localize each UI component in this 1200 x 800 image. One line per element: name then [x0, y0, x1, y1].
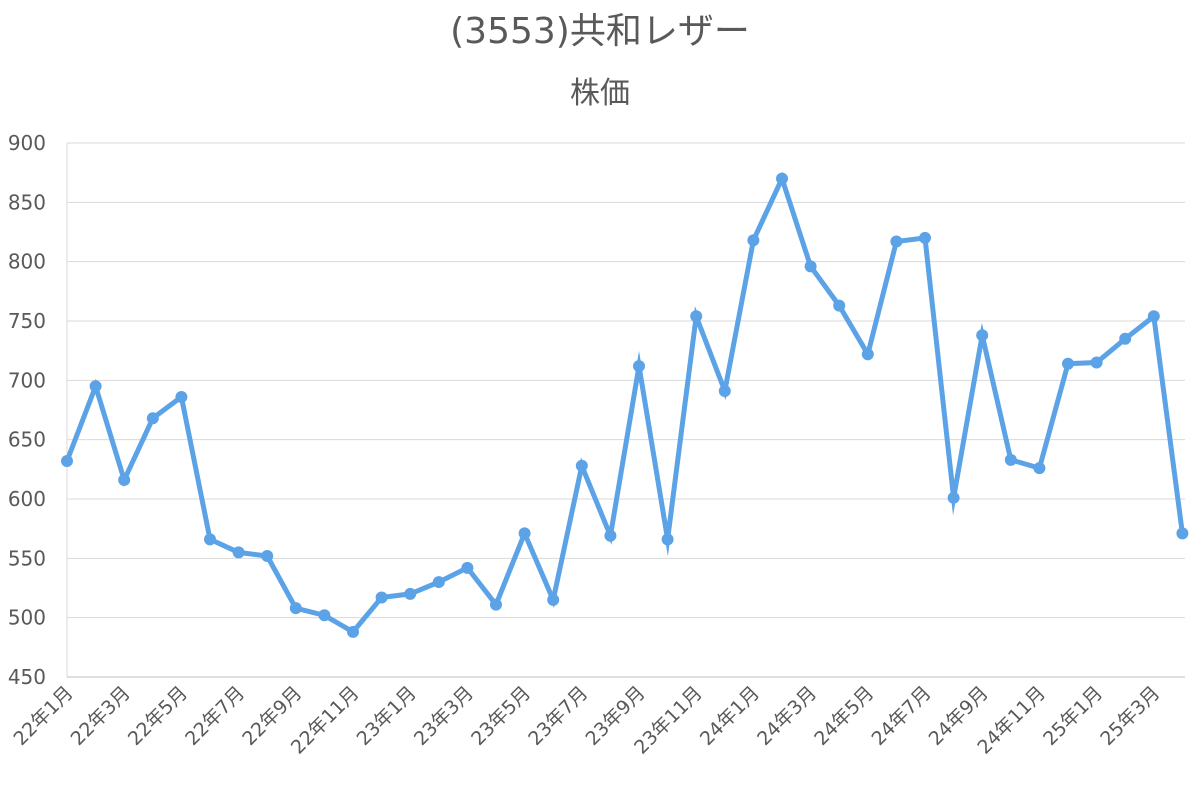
data-point	[633, 360, 645, 373]
series-line	[64, 171, 1185, 636]
x-tick-label: 22年7月	[181, 682, 249, 750]
y-tick-label: 700	[8, 368, 46, 392]
data-point	[204, 533, 216, 546]
data-point	[1062, 357, 1074, 370]
data-point	[547, 593, 560, 606]
x-tick-label: 22年5月	[124, 682, 192, 750]
data-point	[1147, 310, 1160, 323]
data-point	[690, 310, 703, 323]
data-point	[289, 602, 302, 615]
y-tick-label: 800	[8, 250, 46, 274]
data-point	[604, 529, 617, 542]
data-point	[404, 587, 417, 600]
x-tick-label: 25年1月	[1039, 682, 1107, 750]
data-point	[947, 491, 960, 504]
y-tick-label: 900	[8, 131, 46, 155]
data-point	[146, 412, 159, 425]
x-tick-label: 25年3月	[1096, 682, 1164, 750]
data-point	[490, 598, 502, 611]
data-point	[1176, 527, 1189, 540]
data-point	[89, 380, 102, 393]
data-point	[976, 329, 989, 342]
data-point	[461, 561, 474, 574]
data-point	[776, 172, 788, 185]
data-point	[518, 527, 531, 540]
data-point	[347, 625, 359, 638]
price-series	[61, 171, 1189, 638]
x-tick-label: 24年3月	[753, 682, 821, 750]
data-point	[375, 591, 388, 604]
data-point	[804, 260, 817, 273]
gridlines	[66, 142, 1185, 678]
data-point	[432, 576, 445, 589]
data-point	[1119, 332, 1132, 345]
data-point	[232, 546, 245, 559]
chart-subtitle: 株価	[570, 76, 630, 111]
data-point	[261, 549, 274, 562]
y-tick-label: 550	[8, 546, 46, 570]
y-tick-label: 750	[8, 309, 46, 333]
x-tick-label: 24年1月	[696, 682, 764, 750]
x-tick-label: 23年3月	[410, 682, 478, 750]
x-tick-label: 22年1月	[9, 682, 77, 750]
data-point	[575, 459, 588, 472]
data-point	[175, 390, 188, 403]
x-tick-label: 24年5月	[810, 682, 878, 750]
data-point	[718, 385, 731, 398]
data-point	[1004, 453, 1017, 466]
data-point	[861, 348, 874, 361]
chart-title: (3553)共和レザー	[450, 11, 750, 52]
data-point	[1090, 356, 1103, 369]
data-point	[1033, 462, 1046, 475]
data-point	[61, 455, 73, 468]
data-point	[118, 474, 131, 487]
data-point	[661, 533, 674, 546]
y-tick-label: 600	[8, 487, 46, 511]
data-point	[318, 609, 331, 622]
x-tick-label: 24年7月	[867, 682, 935, 750]
x-tick-label: 23年1月	[353, 682, 421, 750]
y-tick-label: 650	[8, 428, 46, 452]
x-axis-tick-labels: 22年1月22年3月22年5月22年7月22年9月22年11月23年1月23年3…	[9, 682, 1164, 759]
y-tick-label: 850	[8, 190, 46, 214]
y-tick-label: 500	[8, 606, 46, 630]
data-point	[919, 231, 931, 244]
y-tick-label: 450	[8, 665, 46, 689]
x-tick-label: 23年7月	[524, 682, 592, 750]
data-point	[747, 234, 760, 247]
x-tick-label: 22年3月	[67, 682, 135, 750]
y-axis-tick-labels: 450 500 550 600 650 700 750 800 850 900	[8, 131, 46, 689]
data-point	[833, 299, 846, 312]
data-point	[890, 235, 903, 248]
x-tick-label: 23年5月	[467, 682, 535, 750]
